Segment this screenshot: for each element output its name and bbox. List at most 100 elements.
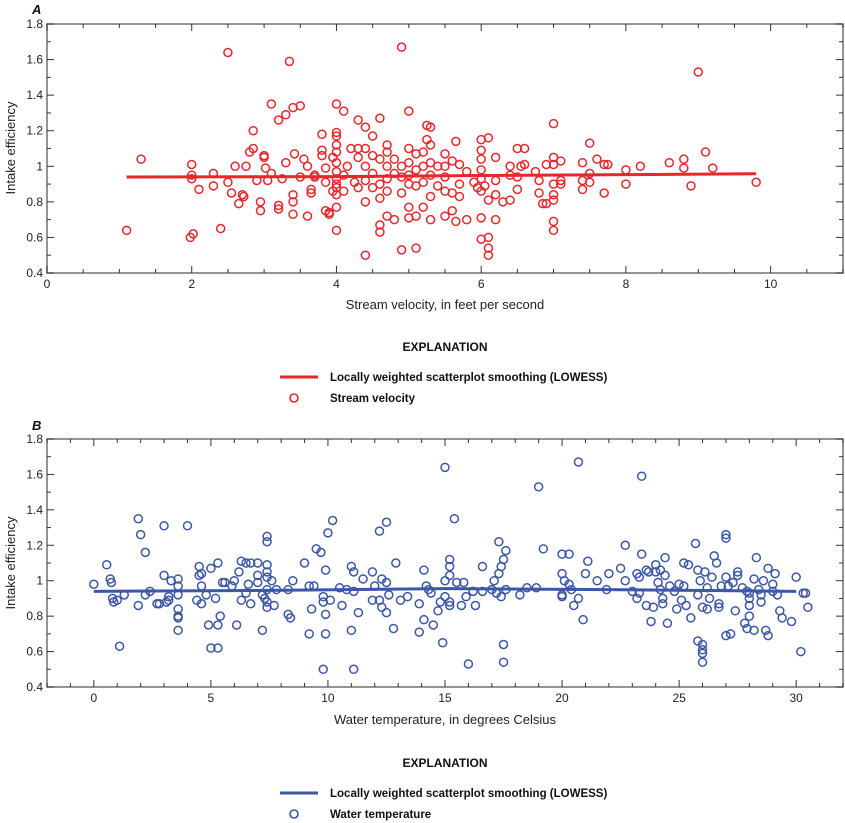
data-point [683,560,694,570]
data-point [346,143,356,154]
data-point [348,586,359,597]
data-point [744,588,755,598]
data-point [695,575,705,586]
data-point [367,131,378,141]
y-axis-title-a: Intake efficiency [3,101,18,194]
data-point [411,211,421,221]
data-point [791,572,801,582]
data-point [721,630,731,641]
data-point [320,565,331,575]
data-point [505,161,515,172]
data-point [414,627,424,637]
data-point [621,179,631,189]
data-point [186,170,197,180]
data-point [580,568,591,579]
data-point [768,579,778,590]
data-point [331,131,342,141]
data-point [186,173,197,184]
data-point [241,558,251,568]
data-point [621,165,631,175]
data-point [418,161,429,172]
data-point [367,150,378,161]
data-point [331,173,342,184]
data-point [317,129,327,140]
x-tick-label: 20 [555,691,569,705]
data-point [342,161,353,172]
data-point [433,606,443,616]
data-point [236,556,247,566]
data-point [730,606,741,616]
data-point [360,161,371,172]
data-point [573,593,584,604]
data-point [331,147,342,157]
data-point [414,598,424,609]
data-point [505,195,515,205]
data-point [599,188,609,198]
data-point [418,177,429,188]
data-point [306,184,316,195]
data-point [634,572,645,582]
data-point [548,179,559,189]
data-point [519,143,530,154]
legend-marker-label-b: Water temperature [330,809,431,821]
data-point [690,538,701,549]
data-point [159,570,169,581]
data-point [686,613,696,623]
data-point [477,561,488,572]
data-point [331,225,342,236]
data-point [259,152,269,163]
data-point [346,625,357,636]
data-point [306,604,317,614]
data-point [534,188,544,198]
data-point [632,593,642,604]
data-point [396,42,407,52]
data-point [196,581,207,591]
data-point [262,531,272,542]
data-point [382,140,392,150]
data-point [461,214,472,225]
data-point [501,545,511,556]
data-point [444,561,455,572]
data-point [641,565,652,575]
data-point [483,232,494,243]
data-point [215,611,225,621]
data-point [463,659,474,669]
data-point [533,482,544,492]
y-tick-label: 1.2 [26,124,43,138]
data-point [360,122,371,132]
y-tick-label: 1.8 [26,432,43,446]
y-tick-label: 0.8 [26,609,43,623]
data-point [140,547,151,558]
lowess-line [126,172,757,179]
y-tick-label: 1.8 [26,17,43,31]
data-point [681,600,691,611]
data-point [440,462,450,473]
data-point [348,664,359,675]
data-point [375,179,385,189]
data-point [751,552,762,563]
data-point [435,597,446,607]
data-point [425,122,436,132]
data-point [557,591,567,602]
data-point [490,214,501,225]
data-point [320,177,331,188]
data-point [257,625,268,636]
legend-title-a: EXPLANATION [402,340,487,354]
data-point [289,149,300,159]
data-point [660,570,670,581]
data-point [496,591,506,602]
y-tick-label: 1.4 [26,503,43,517]
data-point [382,147,392,157]
legend-marker-label-a: Stream velocity [330,393,416,405]
data-point [660,552,670,563]
panel-b-temperature-chart: B Water temperature, in degrees Celsius … [3,418,844,821]
data-point [338,186,349,196]
data-point [650,560,661,570]
y-tick-label: 1.2 [26,538,43,552]
data-point [404,106,414,116]
data-point [389,154,400,164]
data-point [732,570,743,581]
data-point [454,159,465,170]
data-point [721,529,731,540]
